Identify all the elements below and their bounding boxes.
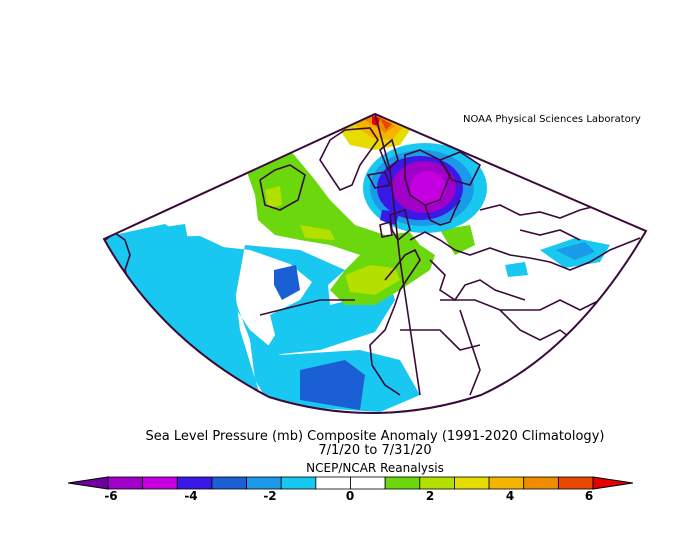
colorbar-swatch: [350, 476, 386, 490]
colorbar-swatch: [107, 476, 144, 490]
colorbar-arrow-high: [592, 476, 633, 490]
colorbar-arrow-low: [68, 476, 109, 490]
colorbar-tick: 6: [584, 489, 594, 503]
colorbar-tick: -6: [104, 489, 118, 503]
caption-dates: 7/1/20 to 7/31/20: [318, 443, 432, 458]
colorbar: [68, 476, 633, 490]
colorbar-swatch: [523, 476, 559, 490]
colorbar-tick: 0: [345, 489, 355, 503]
colorbar-swatch: [488, 476, 525, 490]
colorbar-swatch: [315, 476, 351, 490]
colorbar-swatch: [557, 476, 594, 490]
map-boundary: [102, 112, 648, 414]
colorbar-swatch: [280, 476, 317, 490]
lab-title: NOAA Physical Sciences Laboratory: [463, 114, 641, 125]
colorbar-tick: -2: [263, 489, 277, 503]
colorbar-swatch: [176, 476, 213, 490]
caption-source: NCEP/NCAR Reanalysis: [306, 461, 444, 475]
colorbar-swatch: [454, 476, 490, 490]
coastlines: [104, 114, 641, 396]
colorbar-swatch: [419, 476, 455, 490]
colorbar-tick: 2: [425, 489, 435, 503]
colorbar-tick: -4: [184, 489, 198, 503]
colorbar-tick: 4: [505, 489, 515, 503]
caption-title: Sea Level Pressure (mb) Composite Anomal…: [145, 429, 605, 444]
colorbar-swatch: [246, 476, 282, 490]
colorbar-swatch: [142, 476, 178, 490]
colorbar-swatch: [384, 476, 421, 490]
colorbar-swatch: [211, 476, 247, 490]
